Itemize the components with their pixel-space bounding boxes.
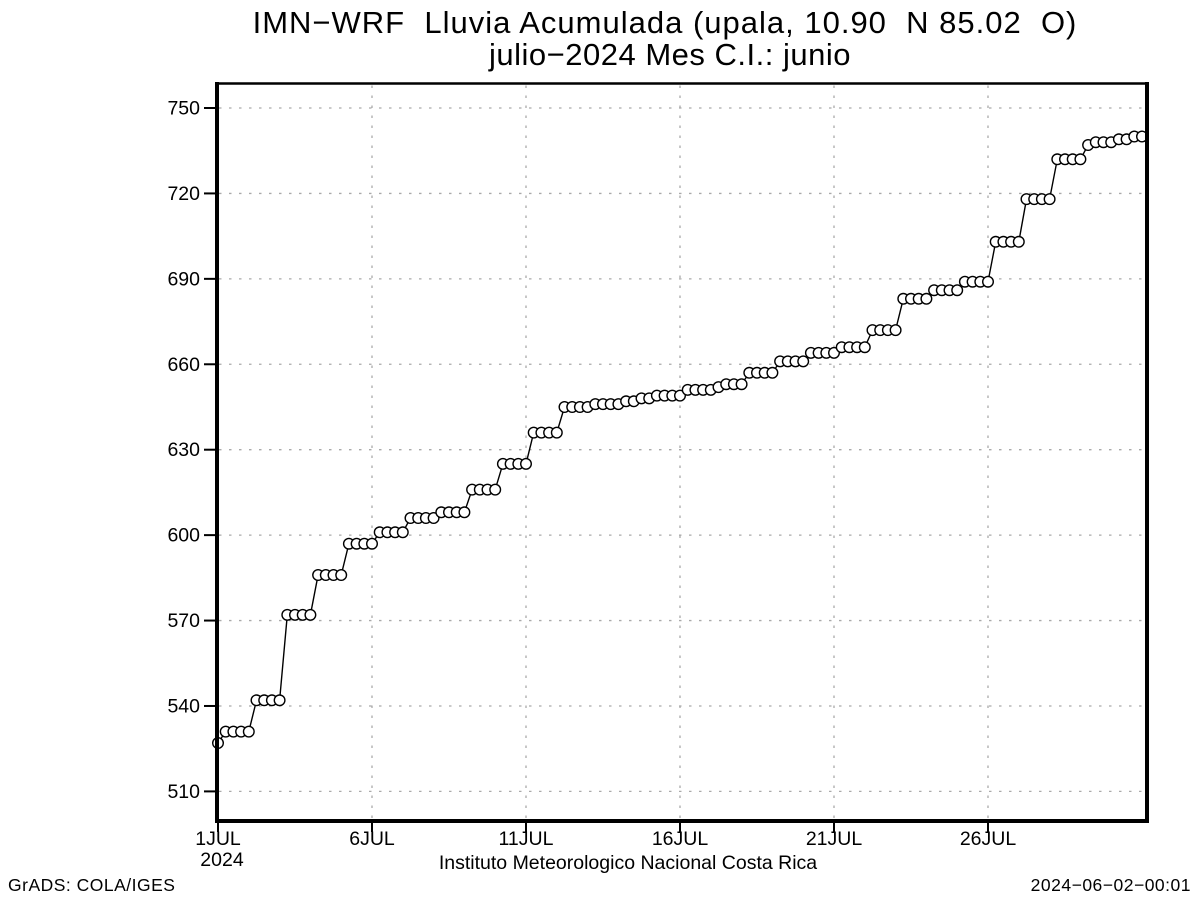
chart-title: IMN−WRF Lluvia Acumulada (upala, 10.90 N…: [253, 5, 1078, 40]
data-point-marker: [982, 275, 995, 288]
data-point-marker: [242, 725, 255, 738]
x-tick-sublabel-2024: 2024: [200, 849, 244, 871]
x-tick-label-16JUL: 16JUL: [652, 828, 709, 850]
data-point-marker: [520, 457, 533, 470]
data-point-marker: [1074, 153, 1087, 166]
data-point-marker: [1012, 235, 1025, 248]
y-tick-label-720: 720: [167, 183, 200, 205]
x-axis-title: Instituto Meteorologico Nacional Costa R…: [439, 852, 817, 874]
y-tick-label-570: 570: [167, 610, 200, 632]
x-tick-label-26JUL: 26JUL: [960, 828, 1017, 850]
data-point-marker: [458, 506, 471, 519]
data-point-marker: [489, 483, 502, 496]
data-point-marker: [889, 324, 902, 337]
data-point-marker: [1043, 193, 1056, 206]
chart-subtitle: julio−2024 Mes C.I.: junio: [488, 37, 851, 72]
y-tick-label-660: 660: [167, 354, 200, 376]
data-point-marker: [858, 341, 871, 354]
plot-timestamp: 2024−06−02−00:01: [1031, 875, 1191, 895]
y-tick-label-510: 510: [167, 781, 200, 803]
y-tick-label-540: 540: [167, 695, 200, 717]
data-point-marker: [550, 426, 563, 439]
y-tick-label-630: 630: [167, 439, 200, 461]
data-point-marker: [304, 608, 317, 621]
data-point-marker: [735, 378, 748, 391]
data-point-marker: [766, 366, 779, 379]
data-point-marker: [396, 526, 409, 539]
data-point-marker: [273, 694, 286, 707]
data-point-marker: [920, 292, 933, 305]
data-point-marker: [951, 284, 964, 297]
data-point-marker: [797, 355, 810, 368]
x-tick-label-21JUL: 21JUL: [806, 828, 863, 850]
y-tick-label-690: 690: [167, 268, 200, 290]
x-tick-label-1JUL: 1JUL: [195, 828, 241, 850]
gridlines-layer: [219, 85, 1145, 819]
data-point-marker: [335, 569, 348, 582]
data-series-layer: [211, 130, 1148, 750]
y-tick-label-750: 750: [167, 98, 200, 120]
y-tick-label-600: 600: [167, 525, 200, 547]
data-point-marker: [366, 537, 379, 550]
x-tick-label-11JUL: 11JUL: [499, 828, 554, 850]
grads-credit: GrADS: COLA/IGES: [8, 875, 175, 895]
x-tick-label-6JUL: 6JUL: [349, 828, 395, 850]
